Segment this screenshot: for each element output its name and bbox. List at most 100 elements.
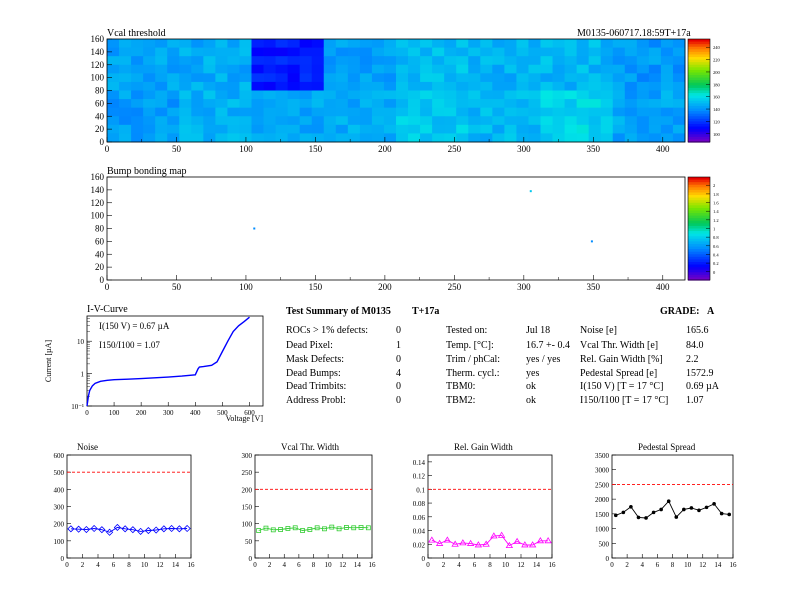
roc-cell bbox=[191, 116, 204, 126]
roc-cell bbox=[191, 39, 204, 48]
y-tick-label: 160 bbox=[91, 172, 105, 182]
roc-cell bbox=[323, 73, 337, 83]
roc-cell bbox=[371, 90, 385, 100]
roc-cell bbox=[191, 73, 204, 83]
roc-cell bbox=[107, 64, 120, 74]
roc-cell bbox=[227, 116, 240, 126]
roc-cell bbox=[383, 133, 397, 143]
palette-cell bbox=[688, 113, 710, 117]
palette-label: 200 bbox=[713, 70, 721, 75]
x-tick-label: 0 bbox=[426, 561, 430, 569]
roc-cell bbox=[624, 47, 638, 57]
roc-cell bbox=[420, 90, 433, 100]
palette-frame bbox=[687, 38, 711, 143]
roc-cell bbox=[359, 81, 373, 91]
roc-cell bbox=[456, 107, 469, 117]
roc-cell bbox=[371, 99, 385, 109]
roc-cell bbox=[408, 90, 421, 100]
y-tick-label: 300 bbox=[54, 504, 65, 512]
roc-cell bbox=[660, 124, 674, 134]
y-tick-label: 0 bbox=[606, 555, 610, 563]
roc-cell bbox=[600, 73, 614, 83]
roc-cell bbox=[516, 133, 529, 143]
roc-cell bbox=[564, 56, 578, 66]
roc-cell bbox=[672, 73, 686, 83]
palette-cell bbox=[688, 103, 710, 107]
roc-cell bbox=[227, 124, 240, 134]
palette-cell bbox=[688, 54, 710, 58]
roc-cell bbox=[648, 39, 662, 48]
data-point bbox=[689, 506, 694, 510]
roc-cell bbox=[636, 133, 650, 143]
roc-cell bbox=[179, 73, 192, 83]
roc-cell bbox=[359, 133, 373, 143]
roc-cell bbox=[492, 124, 505, 134]
roc-cell bbox=[600, 124, 614, 134]
roc-cell bbox=[251, 107, 264, 117]
roc-cell bbox=[203, 116, 216, 126]
roc-cell bbox=[227, 47, 240, 57]
roc-cell bbox=[119, 90, 132, 100]
defect-value: 4 bbox=[396, 368, 401, 379]
palette-cell bbox=[688, 67, 710, 71]
roc-cell bbox=[155, 47, 168, 57]
roc-cell bbox=[492, 116, 505, 126]
roc-cell bbox=[408, 107, 421, 117]
condition-label: TBM2: bbox=[446, 395, 476, 406]
roc-cell bbox=[275, 39, 289, 48]
x-tick-label: 12 bbox=[339, 561, 347, 569]
y-tick-label: 1500 bbox=[595, 511, 610, 519]
roc-cell bbox=[528, 133, 541, 143]
condition-value: yes bbox=[526, 368, 540, 379]
roc-cell bbox=[624, 99, 638, 109]
roc-cell bbox=[552, 90, 565, 100]
x-tick-label: 150 bbox=[309, 144, 323, 154]
roc-cell bbox=[552, 56, 565, 66]
data-point bbox=[719, 511, 724, 516]
roc-cell bbox=[636, 81, 650, 91]
roc-cell bbox=[600, 116, 614, 126]
roc-cell bbox=[504, 107, 517, 117]
roc-cell bbox=[540, 47, 553, 57]
noise-chart: Noise 0 2 4 6 8 10 12 14 16 0 100 200 300 400 500 600 bbox=[54, 442, 196, 569]
x-tick-label: 600 bbox=[244, 409, 255, 417]
roc-cell bbox=[107, 47, 120, 57]
result-label: Pedestal Spread [e] bbox=[580, 368, 658, 379]
x-tick-label: 200 bbox=[136, 409, 147, 417]
roc-cell bbox=[119, 64, 132, 74]
defect-value: 0 bbox=[396, 325, 401, 336]
palette-cell bbox=[688, 139, 710, 143]
roc-cell bbox=[251, 81, 264, 91]
roc-cell bbox=[371, 124, 385, 134]
roc-cell bbox=[371, 81, 385, 91]
palette-cell bbox=[688, 207, 710, 212]
roc-cell bbox=[660, 64, 674, 74]
x-tick-label: 100 bbox=[109, 409, 120, 417]
defect-label: Mask Defects: bbox=[286, 354, 345, 365]
roc-cell bbox=[251, 133, 264, 143]
x-tick-label: 50 bbox=[172, 282, 182, 292]
roc-cell bbox=[179, 99, 192, 109]
data-point bbox=[300, 528, 305, 533]
data-point bbox=[659, 507, 663, 512]
summary-temp-tag: T+17a bbox=[412, 306, 440, 317]
roc-cell bbox=[347, 133, 361, 143]
palette-cell bbox=[688, 256, 710, 260]
roc-cell bbox=[432, 64, 445, 74]
roc-cell bbox=[432, 133, 445, 143]
data-point bbox=[160, 525, 168, 533]
roc-cell bbox=[432, 124, 445, 134]
roc-cell bbox=[420, 39, 433, 48]
roc-cell bbox=[672, 81, 686, 91]
roc-cell bbox=[516, 73, 529, 83]
roc-cell bbox=[516, 81, 529, 91]
roc-cell bbox=[143, 64, 156, 74]
palette-label: 0 bbox=[713, 270, 716, 275]
roc-cell bbox=[191, 107, 204, 117]
data-point bbox=[285, 526, 291, 531]
roc-cell bbox=[516, 47, 529, 57]
palette-cell bbox=[688, 277, 710, 281]
data-point bbox=[644, 516, 648, 520]
roc-cell bbox=[383, 99, 397, 109]
